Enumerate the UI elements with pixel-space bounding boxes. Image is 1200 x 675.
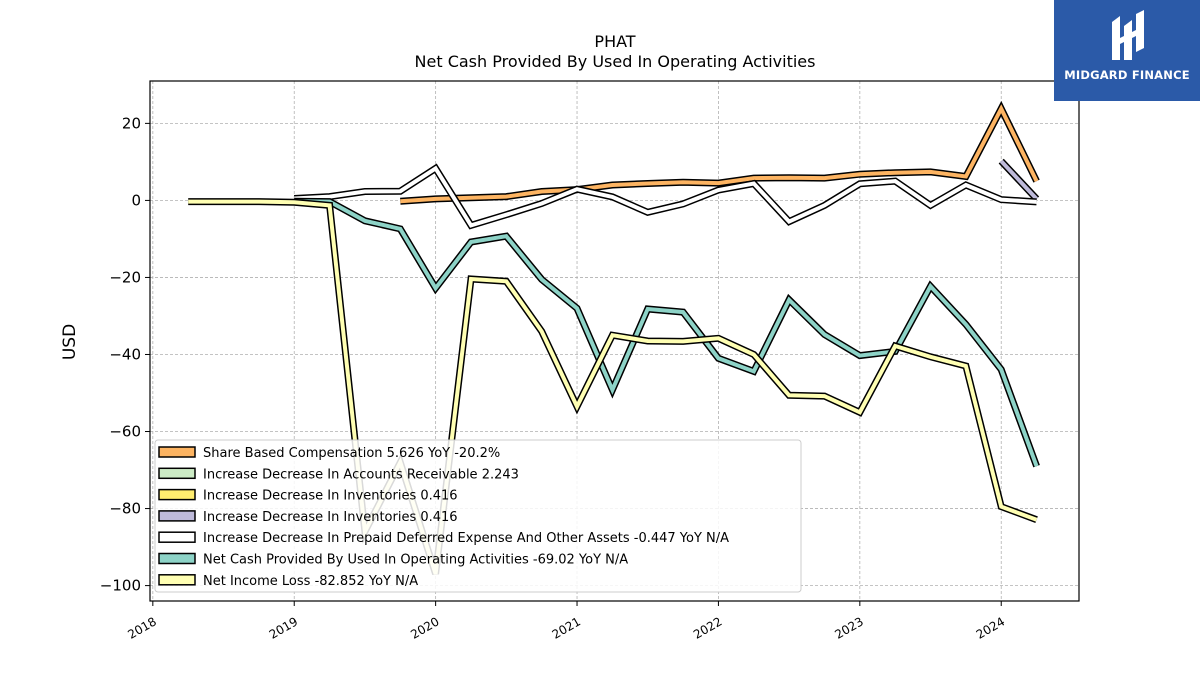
midgard-logo-icon [1112,10,1144,60]
legend-entry: Net Income Loss -82.852 YoY N/A [203,574,418,589]
legend: Share Based Compensation 5.626 YoY -20.2… [154,439,802,593]
legend-swatch [158,467,196,480]
x-tick-label: 2021 [550,614,583,641]
chart-title: PHAT [594,32,635,51]
y-tick-label: −100 [100,577,141,595]
logo-text: MIDGARD FINANCE [1064,68,1190,82]
y-axis-label: USD [60,324,80,360]
series-line-outline [294,163,1037,230]
logo: MIDGARD FINANCE [1054,0,1200,101]
legend-entry: Increase Decrease In Inventories 0.416 [203,489,458,504]
series-layer [188,100,1040,576]
x-tick-label: 2023 [832,614,865,641]
legend-entry: Increase Decrease In Prepaid Deferred Ex… [203,531,729,546]
legend-entry: Increase Decrease In Accounts Receivable… [203,467,519,482]
y-tick-label: −60 [109,423,141,441]
y-tick-label: −80 [109,500,141,518]
x-tick-label: 2020 [408,614,441,641]
legend-swatch [158,510,196,522]
x-tick-label: 2022 [691,614,724,641]
legend-entry: Share Based Compensation 5.626 YoY -20.2… [203,446,500,461]
x-tick-label: 2019 [267,614,300,641]
legend-entry: Net Cash Provided By Used In Operating A… [203,553,628,568]
legend-entry: Increase Decrease In Inventories 0.416 [203,510,458,525]
plot-frame [149,80,1080,602]
legend-swatch [158,531,196,543]
series-line [294,165,1037,228]
series-line [188,199,1038,575]
y-tick-label: −20 [109,268,141,286]
series-line [999,159,1039,201]
x-tick-label: 2024 [974,614,1007,641]
series-line [294,199,1039,467]
chart-subtitle: Net Cash Provided By Used In Operating A… [415,52,816,71]
legend-swatch [158,552,196,565]
y-tick-label: 0 [131,191,141,209]
legend-box [154,439,802,593]
legend-swatch [158,446,196,458]
x-tick-label: 2018 [125,614,158,641]
legend-swatch [158,574,196,586]
y-tick-label: 20 [122,114,141,132]
legend-swatch [158,488,196,501]
y-tick-label: −40 [109,345,141,363]
series-line [400,104,1039,204]
